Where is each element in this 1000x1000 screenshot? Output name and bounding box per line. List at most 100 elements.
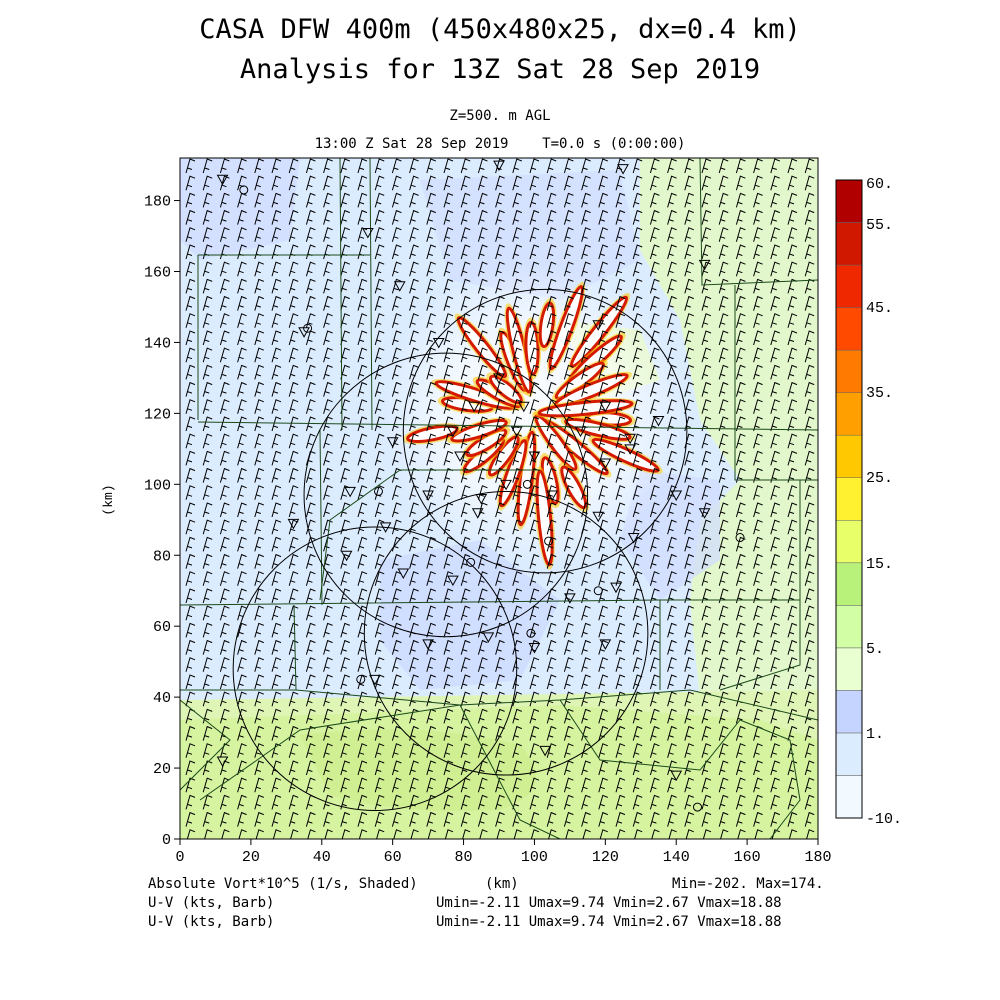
wind-barb [254, 691, 264, 707]
wind-barb [598, 364, 608, 380]
wind-barb [340, 777, 350, 793]
wind-barb [787, 708, 798, 724]
wind-barb [271, 519, 282, 535]
wind-barb [460, 725, 471, 741]
wind-barb [219, 588, 230, 604]
wind-barb [563, 502, 574, 518]
wind-barb [563, 347, 574, 363]
wind-barb [582, 829, 591, 839]
wind-barb [409, 536, 419, 552]
wind-barb [374, 657, 385, 672]
wind-barb [254, 536, 264, 552]
wind-barb [770, 571, 780, 586]
wind-barb [718, 313, 729, 328]
wind-barb [305, 261, 316, 277]
vorticity-field [180, 158, 818, 839]
wind-barb [495, 639, 505, 655]
wind-barb [288, 553, 299, 569]
wind-barb [271, 725, 282, 741]
wind-barb [254, 708, 264, 724]
wind-barb [219, 536, 230, 552]
wind-barb [477, 811, 488, 827]
wind-barb [770, 502, 780, 518]
wind-barb [185, 175, 196, 191]
wind-barb [548, 829, 557, 839]
station-marker [500, 479, 512, 491]
wind-barb [701, 364, 712, 380]
wind-barb [599, 829, 608, 839]
wind-barb [391, 227, 402, 242]
wind-barb [649, 794, 660, 810]
wind-barb [374, 794, 385, 810]
wind-barb [374, 158, 385, 174]
wind-barb [649, 175, 660, 191]
wind-barb [271, 261, 282, 277]
x-unit-label: (km) [485, 876, 519, 892]
wind-barb [667, 622, 677, 638]
wind-barb [615, 622, 626, 638]
wind-barb [323, 209, 333, 225]
wind-barb [271, 811, 282, 827]
wind-barb [735, 708, 746, 724]
wind-barb [202, 450, 213, 466]
wind-barb [787, 244, 798, 260]
wind-barb [753, 794, 763, 810]
station-marker [447, 575, 459, 587]
wind-barb [409, 330, 419, 346]
wind-barb [513, 829, 522, 839]
wind-barb [581, 347, 591, 363]
wind-barb [753, 364, 763, 380]
wind-barb [495, 794, 505, 810]
wind-barb [546, 588, 557, 604]
wind-barb [667, 261, 677, 277]
wind-barb [254, 209, 264, 225]
wind-barb [409, 175, 419, 191]
wind-barb [563, 433, 574, 449]
wind-barb [563, 209, 574, 225]
wind-barb [598, 571, 608, 586]
wind-barb [598, 209, 608, 225]
wind-barb [667, 330, 677, 346]
wind-barb [667, 605, 677, 621]
wind-barb [323, 175, 333, 191]
wind-barb [787, 588, 798, 604]
wind-barb [804, 192, 815, 208]
wind-barb [512, 485, 522, 500]
wind-barb [806, 829, 815, 839]
wind-barb [512, 519, 522, 535]
wind-barb [735, 278, 746, 294]
wind-barb [426, 192, 436, 208]
wind-barb [668, 829, 677, 839]
wind-barb [426, 158, 436, 174]
wind-barb [426, 175, 436, 191]
station-marker [670, 490, 683, 501]
wind-barb [581, 192, 591, 208]
wind-barb [219, 691, 230, 707]
wind-barb [667, 433, 677, 449]
wind-barb [684, 674, 694, 690]
wind-barb [649, 450, 660, 466]
wind-barb [632, 209, 643, 225]
wind-barb [563, 313, 574, 328]
wind-barb [288, 192, 299, 208]
wind-barb [185, 743, 196, 758]
wind-barb [185, 364, 196, 380]
wind-barb [770, 313, 780, 328]
wind-barb [340, 467, 350, 483]
wind-barb [529, 657, 540, 672]
wind-barb [718, 743, 729, 758]
wind-barb [598, 639, 608, 655]
wind-barb [271, 639, 282, 655]
wind-barb [460, 674, 471, 690]
wind-barb [737, 829, 746, 839]
wind-barb [563, 330, 574, 346]
wind-barb [632, 588, 643, 604]
wind-barb [598, 743, 608, 758]
wind-barb [701, 605, 712, 621]
wind-barb [529, 450, 540, 466]
wind-barb [632, 330, 643, 346]
wind-barb [305, 347, 316, 363]
wind-barb [581, 639, 591, 655]
wind-barb [804, 330, 815, 346]
x-tick-label: 100 [521, 849, 548, 866]
